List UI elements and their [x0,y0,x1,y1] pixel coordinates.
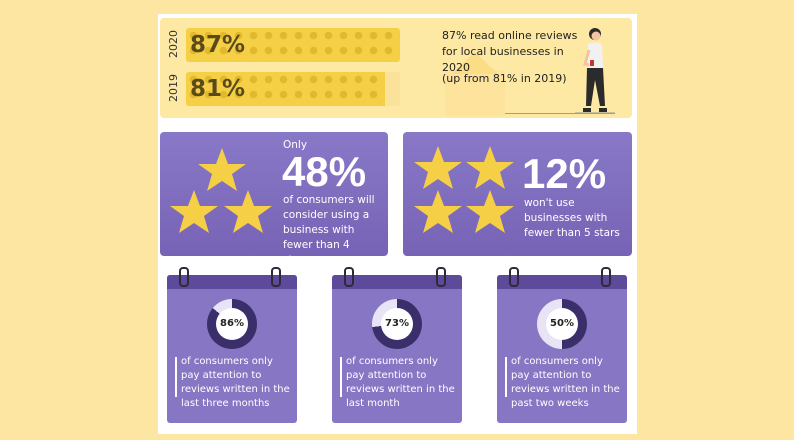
calendar-header [167,275,297,289]
calendar-card-86: 86% of consumers only pay attention to r… [167,267,297,423]
panel-text-48: of consumers will consider using a busin… [283,194,375,266]
calendar-card-50: 50% of consumers only pay attention to r… [497,267,627,423]
donut-label-50: 50% [550,318,574,329]
percent-2020: 87% [190,32,246,58]
donut-chart-50: 50% [537,299,587,349]
donut-chart-73: 73% [372,299,422,349]
subline-text: (up from 81% in 2019) [442,72,567,85]
calendar-text-50: of consumers only pay attention to revie… [505,355,623,411]
donut-hole [216,308,248,340]
calendar-header [332,275,462,289]
year-label-2020: 2020 [167,30,180,58]
headline-text: 87% read online reviews for local busine… [442,29,578,74]
panel-stat-48: 48% [282,148,367,195]
text-accent-line [505,357,507,397]
rating-bar-fill-2019 [186,72,386,106]
calendar-ring-icon [601,267,611,287]
panel-text-12: won't use businesses with fewer than 5 s… [524,197,620,239]
house-shape [445,70,505,116]
year-label-2019: 2019 [167,74,180,102]
donut-hole [381,308,413,340]
calendar-ring-icon [509,267,519,287]
calendar-text-86: of consumers only pay attention to revie… [175,355,293,411]
rating-bar-2019 [186,72,400,106]
donut-hole [546,308,578,340]
text-accent-line [340,357,342,397]
panel-prefix: Only [283,139,308,151]
calendar-ring-icon [271,267,281,287]
donut-label-86: 86% [220,318,244,329]
floor-line [505,113,615,114]
calendar-header [497,275,627,289]
calendar-text-73: of consumers only pay attention to revie… [340,355,458,411]
percent-2019: 81% [190,76,246,102]
calendar-ring-icon [436,267,446,287]
calendar-text-86-content: of consumers only pay attention to revie… [181,356,290,409]
calendar-card-73: 73% of consumers only pay attention to r… [332,267,462,423]
donut-chart-86: 86% [207,299,257,349]
calendar-ring-icon [179,267,189,287]
calendar-text-50-content: of consumers only pay attention to revie… [511,356,620,409]
donut-label-73: 73% [385,318,409,329]
woman-reading-phone-figure [575,28,615,114]
calendar-text-73-content: of consumers only pay attention to revie… [346,356,455,409]
four-stars-icon [414,146,514,233]
three-stars-icon [170,148,272,233]
rating-bar-fill-2020 [186,28,400,62]
stat-panel-48 [160,132,388,256]
text-accent-line [175,357,177,397]
panel-stat-12: 12% [522,150,607,197]
calendar-ring-icon [344,267,354,287]
stat-panel-12 [403,132,632,256]
rating-bar-2020 [186,28,400,62]
